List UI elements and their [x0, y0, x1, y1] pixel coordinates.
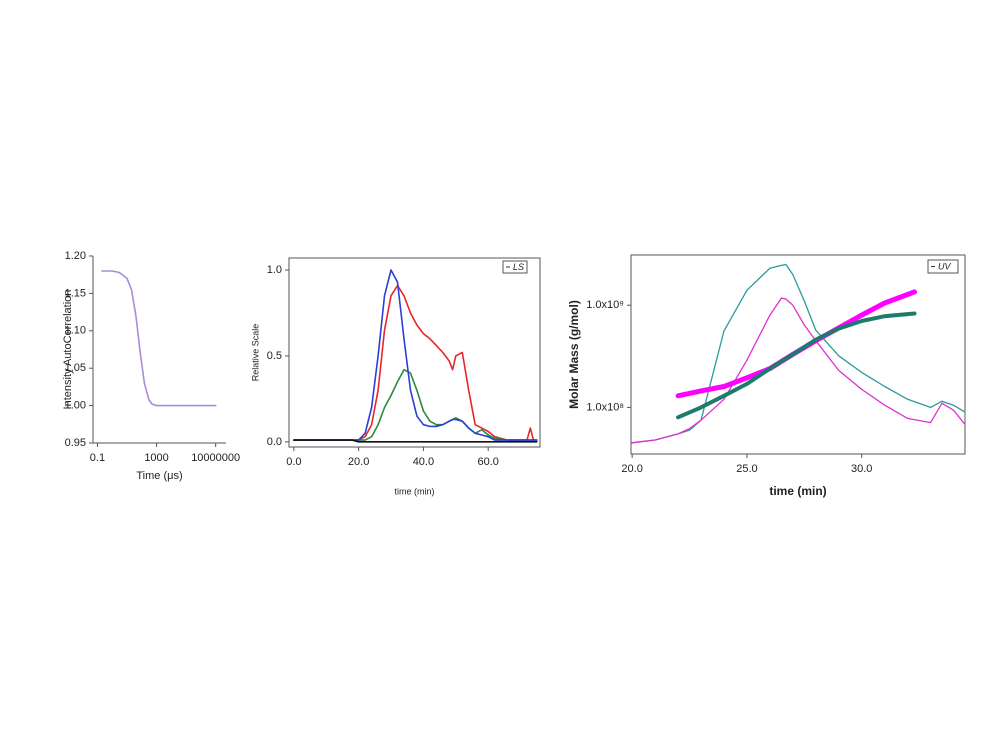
y-tick-label: 1.20 [65, 250, 86, 262]
x-tick-label: 30.0 [851, 463, 872, 475]
y-tick-label: 0.5 [267, 350, 282, 362]
x-tick-label: 0.0 [286, 456, 301, 468]
legend-label: UV [938, 261, 951, 271]
y-tick-label: 1.15 [65, 287, 86, 299]
x-tick-label: 10000000 [191, 452, 240, 464]
y-tick-label: 1.00 [65, 400, 86, 412]
data-line [101, 270, 217, 407]
data-line [293, 439, 538, 443]
x-tick-label: 1000 [144, 452, 168, 464]
y-tick-label: 0.0 [267, 436, 282, 448]
data-line [293, 269, 538, 441]
y-axis-label: Intensity AutoCorrelation [62, 290, 74, 410]
x-axis-label: time (min) [395, 486, 435, 496]
y-tick-label: 1.05 [65, 362, 86, 374]
chart: 20.0 25.0 30.0 1.0x10⁸ 1.0x10⁹ time (min) Mola… [567, 254, 966, 498]
x-axis-label: Time (μs) [136, 470, 182, 482]
y-tick-label: 0.95 [65, 437, 86, 449]
legend-box [502, 260, 528, 274]
y-tick-label: 1.10 [65, 325, 86, 337]
data-line [293, 284, 538, 441]
chart: 0.0 20.0 40.0 60.0 0.0 0.5 1.0 time (min) Relati… [250, 257, 541, 496]
y-axis-label: Relative Scale [250, 324, 260, 382]
data-line [676, 311, 917, 420]
data-line [631, 263, 966, 444]
x-tick-label: 25.0 [736, 463, 757, 475]
plot-frame [630, 254, 966, 455]
x-tick-label: 0.1 [90, 452, 105, 464]
x-tick-label: 20.0 [348, 456, 369, 468]
x-axis-label: time (min) [769, 484, 826, 498]
chart: 0.1 1000 10000000 0.95 1.00 1.05 1.10 1.15 1.20 T… [62, 250, 240, 482]
y-tick-label: 1.0x10⁸ [586, 401, 624, 413]
data-line [675, 289, 917, 399]
y-axis-label: Molar Mass (g/mol) [567, 300, 581, 409]
x-tick-label: 40.0 [413, 456, 434, 468]
plot-frame [288, 257, 541, 448]
data-line [631, 297, 966, 444]
data-line [293, 368, 538, 441]
x-tick-label: 60.0 [477, 456, 498, 468]
y-tick-label: 1.0 [267, 264, 282, 276]
legend-box [927, 259, 959, 274]
legend-label: LS [513, 262, 524, 272]
y-tick-label: 1.0x10⁹ [586, 299, 624, 311]
x-tick-label: 20.0 [621, 463, 642, 475]
